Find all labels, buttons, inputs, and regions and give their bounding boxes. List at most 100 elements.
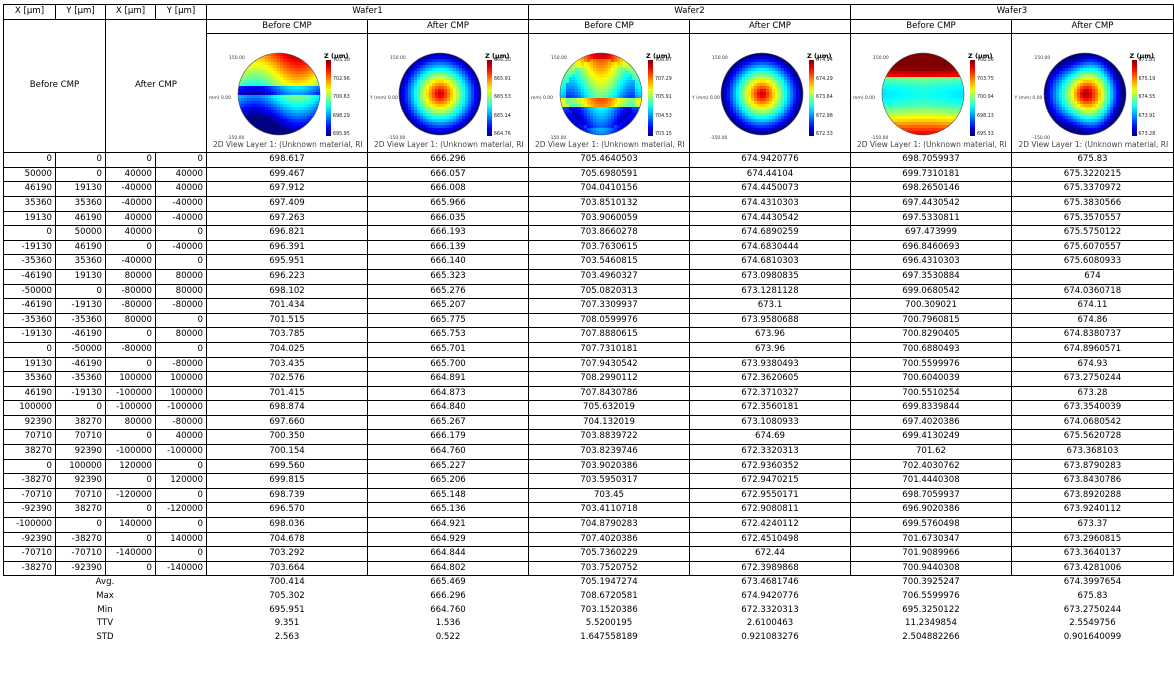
colorbar-tick: 705.30 — [333, 58, 350, 64]
table-cell: -19130 — [3, 239, 56, 256]
table-cell: 673.37 — [1011, 517, 1174, 533]
stat-label: Avg. — [95, 577, 115, 588]
table-cell: 664.802 — [367, 560, 529, 577]
table-cell: 698.036 — [206, 517, 368, 533]
table-cell: -40000 — [105, 254, 156, 270]
table-cell: 673.96 — [689, 341, 851, 358]
colorbar-tick: 666.30 — [494, 58, 511, 64]
axis-bottom-label: -150.00 — [871, 136, 889, 142]
table-cell: 703.8510132 — [528, 195, 690, 212]
colorbar-tick: 698.13 — [977, 113, 994, 119]
axis-bottom-label: -150.00 — [388, 136, 406, 142]
table-cell: -100000 — [105, 385, 156, 402]
table-row: 19130 -46190 0 -80000 703.435 665.700 707.9430… — [3, 356, 1174, 373]
table-cell: 0 — [155, 487, 207, 504]
axis-top-label: 150.00 — [551, 56, 567, 62]
table-cell: -40000 — [155, 210, 207, 227]
table-cell: 80000 — [105, 312, 156, 329]
table-cell: 699.560 — [206, 458, 368, 475]
table-cell: -46190 — [55, 356, 106, 373]
stat-value: 5.5200195 — [585, 618, 633, 629]
map-caption: 2D View Layer 1: (Unknown material, RI — [857, 140, 1007, 150]
colorbar-tick: 665.53 — [494, 95, 511, 101]
colorbar — [648, 60, 653, 137]
table-cell: 665.267 — [367, 414, 529, 431]
table-cell: 0 — [155, 312, 207, 329]
colorbar — [487, 60, 492, 137]
table-cell: 701.415 — [206, 385, 368, 402]
colorbar-title: Z (μm) — [968, 52, 993, 61]
axis-bottom-label: -150.00 — [549, 136, 567, 142]
stat-value: 0.522 — [435, 631, 461, 642]
table-cell: -35360 — [55, 312, 106, 329]
table-row: 46190 -19130 -100000 100000 701.415 664.873 70… — [3, 385, 1174, 402]
table-cell: -46190 — [3, 268, 56, 285]
table-cell: -19130 — [55, 298, 106, 314]
table-cell: -46190 — [3, 298, 56, 314]
table-cell: 0 — [155, 458, 207, 475]
table-cell: 703.8839722 — [528, 429, 690, 446]
table-row: 35360 35360 -40000 -40000 697.409 665.966 703.… — [3, 195, 1174, 212]
table-cell: 702.4030762 — [850, 458, 1012, 475]
table-cell: 699.815 — [206, 473, 368, 489]
col-y-after: Y [μm] — [155, 4, 207, 20]
stat-value: 703.1520386 — [580, 604, 638, 615]
colorbar-tick: 703.75 — [977, 76, 994, 82]
table-cell: -140000 — [105, 546, 156, 562]
colorbar-tick: 675.19 — [1138, 76, 1156, 82]
table-row: 100000 0 -100000 -100000 698.874 664.840 705.6… — [3, 400, 1174, 416]
table-cell: 70710 — [3, 429, 56, 446]
stat-value: 705.1947274 — [580, 577, 638, 588]
table-cell: -40000 — [155, 195, 207, 212]
table-cell: 699.467 — [206, 166, 368, 183]
stat-value: 700.414 — [269, 577, 305, 588]
stat-value: 674.3997654 — [1063, 577, 1122, 588]
wafer2-before-header: Before CMP — [528, 18, 690, 35]
table-cell: 665.701 — [367, 341, 529, 358]
table-cell: 40000 — [155, 166, 207, 183]
table-cell: 19130 — [3, 210, 56, 227]
axis-top-label: 150.00 — [712, 56, 728, 62]
table-cell: 696.821 — [206, 225, 368, 241]
table-cell: 665.206 — [367, 473, 529, 489]
table-row: -70710 -70710 -140000 0 703.292 664.844 705.73… — [3, 546, 1174, 562]
stat-value: 700.3925247 — [902, 577, 960, 588]
colorbar-tick: 707.29 — [655, 76, 672, 82]
colorbar-tick: 702.96 — [333, 76, 350, 82]
table-cell: 704.0410156 — [528, 181, 690, 197]
table-cell: 696.9020386 — [850, 502, 1012, 519]
stat-value: 673.2750244 — [1063, 604, 1122, 615]
table-cell: 100000 — [105, 371, 156, 387]
table-cell: 46190 — [55, 210, 106, 227]
map-caption: 2D View Layer 1: (Unknown material, RI — [213, 140, 363, 150]
colorbar-tick: 672.98 — [816, 113, 833, 119]
table-cell: 40000 — [105, 225, 156, 241]
wafer-outline — [1043, 52, 1126, 136]
stat-row: TTV 9.351 1.536 5.5200195 2.6100463 11.234985… — [4, 617, 1174, 631]
table-cell: 701.6730347 — [850, 531, 1012, 548]
table-cell: -80000 — [105, 341, 156, 358]
colorbar-tick: 695.33 — [977, 132, 994, 138]
table-cell: 674.6830444 — [689, 239, 851, 256]
colorbar — [809, 60, 814, 137]
table-cell: 674.0680542 — [1011, 414, 1174, 431]
table-cell: 40000 — [155, 181, 207, 197]
colorbar-tick: 665.91 — [494, 76, 511, 82]
table-cell: 672.4240112 — [689, 517, 851, 533]
table-cell: 0 — [155, 225, 207, 241]
map-cell: Z (μm) 674.94 674.29 673.64 672.98 672.33 150.… — [689, 33, 851, 154]
table-cell: 140000 — [105, 517, 156, 533]
colorbar-tick: 695.95 — [333, 132, 350, 138]
table-cell: 704.025 — [206, 341, 368, 358]
table-cell: 673.1 — [689, 298, 851, 314]
table-cell: 697.263 — [206, 210, 368, 227]
after-cmp-coords-label: After CMP — [105, 18, 207, 154]
stat-value: 673.4681746 — [741, 577, 799, 588]
table-cell: 672.3560181 — [689, 400, 851, 416]
wafer1-after-header: After CMP — [367, 18, 529, 35]
table-cell: 673.9580688 — [689, 312, 851, 329]
table-cell: 664.873 — [367, 385, 529, 402]
wafer-outline — [881, 52, 965, 136]
table-cell: 703.5950317 — [528, 473, 690, 489]
axis-left-label: mm) 0.00 — [531, 96, 553, 102]
